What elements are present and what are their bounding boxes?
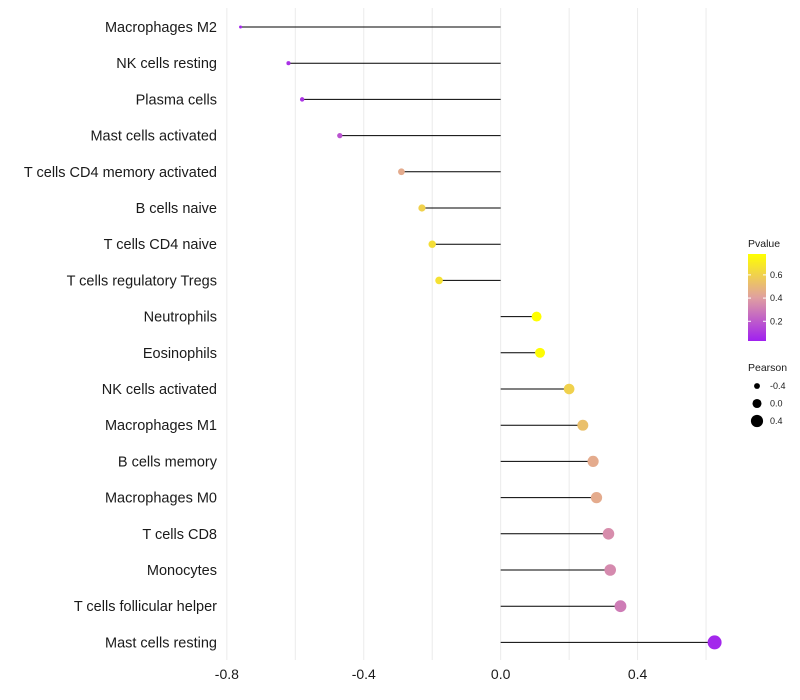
legend: Pvalue 0.2 0.4 0.6 Pearson -0.4 0.0 0.4 bbox=[748, 238, 787, 428]
lollipop-point bbox=[286, 61, 291, 66]
lollipop-point bbox=[604, 564, 616, 576]
category-labels: Macrophages M2 NK cells resting Plasma cel… bbox=[24, 20, 218, 651]
category-label: Mast cells activated bbox=[90, 129, 217, 145]
category-label: T cells follicular helper bbox=[74, 599, 217, 615]
size-legend-label: 0.4 bbox=[770, 416, 783, 426]
category-label: Neutrophils bbox=[144, 310, 217, 326]
category-label: T cells CD4 naive bbox=[104, 237, 217, 253]
category-label: T cells regulatory Tregs bbox=[67, 273, 217, 289]
size-legend-key bbox=[752, 398, 762, 409]
x-tick-label: 0.0 bbox=[491, 666, 511, 682]
stems bbox=[240, 26, 715, 643]
lollipop-point bbox=[531, 311, 542, 322]
lollipop-point bbox=[587, 455, 599, 467]
x-tick-label: 0.4 bbox=[628, 666, 648, 682]
category-label: Macrophages M1 bbox=[105, 418, 217, 434]
lollipop-point bbox=[707, 635, 722, 650]
lollipop-point bbox=[602, 528, 615, 540]
category-label: T cells CD4 memory activated bbox=[24, 165, 217, 181]
lollipop-point bbox=[398, 168, 405, 176]
size-legend-key bbox=[754, 383, 760, 389]
size-legend-title: Pearson bbox=[748, 362, 787, 374]
category-label: Monocytes bbox=[147, 563, 217, 579]
colorbar-gradient bbox=[748, 254, 766, 341]
category-label: Eosinophils bbox=[143, 346, 217, 362]
points bbox=[239, 25, 722, 650]
lollipop-point bbox=[428, 240, 436, 248]
size-legend-key bbox=[750, 414, 764, 428]
lollipop-point bbox=[418, 204, 426, 212]
colorbar-title: Pvalue bbox=[748, 238, 780, 250]
colorbar-tick-label: 0.4 bbox=[770, 293, 783, 303]
x-tick-label: -0.8 bbox=[215, 666, 239, 682]
colorbar-ticks: 0.2 0.4 0.6 bbox=[748, 270, 783, 326]
category-label: B cells naive bbox=[136, 201, 217, 217]
lollipop-point bbox=[435, 276, 443, 285]
x-tick-labels: -0.8 -0.4 0.0 0.4 bbox=[215, 666, 648, 682]
x-tick-label: -0.4 bbox=[352, 666, 376, 682]
category-label: NK cells activated bbox=[102, 382, 217, 398]
lollipop-point bbox=[577, 419, 589, 431]
lollipop-point bbox=[299, 97, 305, 102]
lollipop-point bbox=[563, 383, 575, 395]
grid-lines bbox=[226, 8, 707, 660]
category-label: Mast cells resting bbox=[105, 635, 217, 651]
lollipop-point bbox=[590, 491, 603, 504]
category-label: T cells CD8 bbox=[142, 527, 217, 543]
category-label: Macrophages M2 bbox=[105, 20, 217, 36]
size-legend-label: -0.4 bbox=[770, 381, 786, 391]
category-label: NK cells resting bbox=[116, 56, 217, 72]
lollipop-point bbox=[239, 25, 243, 29]
lollipop-point bbox=[337, 132, 343, 139]
size-legend-label: 0.0 bbox=[770, 399, 783, 409]
colorbar-tick-label: 0.2 bbox=[770, 316, 783, 326]
colorbar-tick-label: 0.6 bbox=[770, 270, 783, 280]
category-label: B cells memory bbox=[118, 454, 218, 470]
lollipop-point bbox=[535, 347, 546, 358]
category-label: Plasma cells bbox=[136, 92, 217, 108]
size-legend-items: -0.4 0.0 0.4 bbox=[750, 381, 786, 428]
category-label: Macrophages M0 bbox=[105, 491, 217, 507]
lollipop-point bbox=[614, 600, 627, 613]
